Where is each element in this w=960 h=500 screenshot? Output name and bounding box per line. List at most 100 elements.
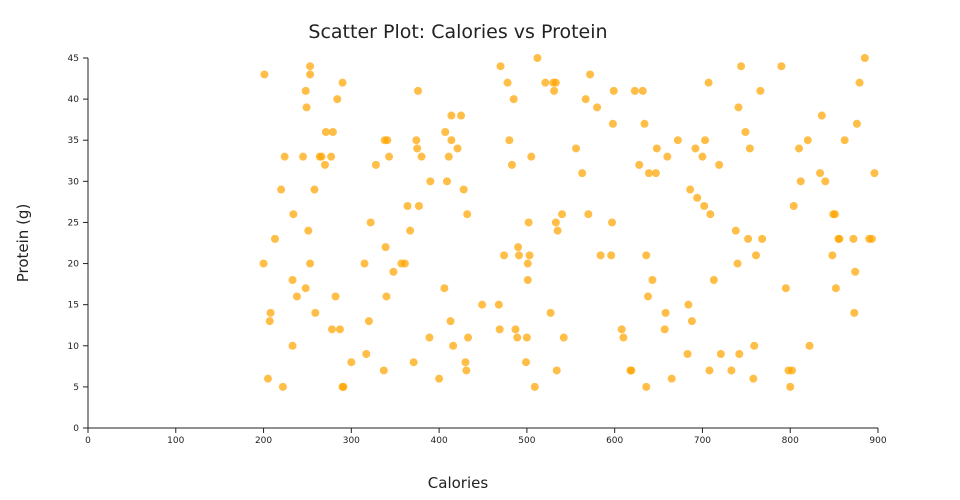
data-point[interactable] [292, 292, 301, 301]
data-point[interactable] [259, 259, 268, 268]
data-point[interactable] [304, 226, 313, 235]
data-point[interactable] [496, 62, 505, 71]
data-point[interactable] [509, 95, 518, 104]
data-point[interactable] [541, 78, 550, 87]
data-point[interactable] [855, 78, 864, 87]
data-point[interactable] [727, 366, 736, 375]
data-point[interactable] [288, 276, 297, 284]
data-point[interactable] [317, 152, 326, 161]
data-point[interactable] [751, 251, 760, 260]
data-point[interactable] [849, 234, 858, 243]
data-point[interactable] [608, 119, 617, 128]
data-point[interactable] [288, 341, 297, 350]
data-point[interactable] [660, 325, 669, 334]
data-point[interactable] [734, 103, 743, 112]
data-point[interactable] [733, 259, 742, 268]
data-point[interactable] [327, 152, 336, 161]
data-point[interactable] [698, 152, 707, 161]
data-point[interactable] [417, 152, 426, 161]
data-point[interactable] [311, 308, 320, 317]
data-point[interactable] [413, 144, 422, 153]
data-point[interactable] [447, 136, 456, 145]
data-point[interactable] [260, 70, 269, 79]
data-point[interactable] [478, 300, 487, 309]
data-point[interactable] [638, 86, 647, 95]
data-point[interactable] [414, 86, 423, 95]
data-point[interactable] [453, 144, 462, 153]
data-point[interactable] [630, 86, 639, 95]
data-point[interactable] [505, 136, 514, 145]
data-point[interactable] [530, 382, 539, 391]
data-point[interactable] [644, 292, 653, 301]
data-point[interactable] [648, 276, 657, 284]
data-point[interactable] [503, 78, 512, 87]
data-point[interactable] [440, 284, 449, 293]
data-point[interactable] [443, 177, 452, 186]
data-point[interactable] [381, 243, 390, 252]
data-point[interactable] [461, 358, 470, 367]
data-point[interactable] [596, 251, 605, 260]
data-point[interactable] [360, 259, 369, 268]
data-point[interactable] [263, 374, 272, 383]
data-point[interactable] [383, 136, 392, 145]
data-point[interactable] [406, 226, 415, 235]
data-point[interactable] [584, 210, 593, 219]
data-point[interactable] [686, 185, 695, 194]
data-point[interactable] [642, 251, 651, 260]
data-point[interactable] [651, 169, 660, 178]
data-point[interactable] [715, 160, 724, 169]
data-point[interactable] [495, 325, 504, 334]
data-point[interactable] [462, 366, 471, 375]
data-point[interactable] [444, 152, 453, 161]
data-point[interactable] [546, 308, 555, 317]
data-point[interactable] [551, 218, 560, 227]
data-point[interactable] [835, 234, 844, 243]
data-point[interactable] [306, 62, 315, 71]
data-point[interactable] [551, 78, 560, 87]
data-point[interactable] [522, 333, 531, 342]
data-point[interactable] [414, 202, 423, 210]
data-point[interactable] [338, 78, 347, 87]
data-point[interactable] [870, 169, 879, 178]
data-point[interactable] [860, 54, 869, 62]
data-point[interactable] [608, 218, 617, 227]
data-point[interactable] [362, 350, 371, 358]
data-point[interactable] [758, 234, 767, 243]
data-point[interactable] [507, 160, 516, 169]
data-point[interactable] [514, 243, 523, 252]
data-point[interactable] [321, 128, 330, 136]
data-point[interactable] [627, 366, 636, 375]
data-point[interactable] [409, 358, 418, 367]
data-point[interactable] [389, 267, 398, 276]
data-point[interactable] [511, 325, 520, 334]
data-point[interactable] [687, 317, 696, 326]
data-point[interactable] [301, 86, 310, 95]
data-point[interactable] [425, 333, 434, 342]
data-point[interactable] [787, 366, 796, 375]
data-point[interactable] [821, 177, 830, 186]
data-point[interactable] [683, 350, 692, 358]
data-point[interactable] [684, 300, 693, 309]
data-point[interactable] [673, 136, 682, 145]
data-point[interactable] [447, 111, 456, 120]
data-point[interactable] [339, 382, 348, 391]
data-point[interactable] [464, 333, 473, 342]
data-point[interactable] [553, 226, 562, 235]
data-point[interactable] [578, 169, 587, 178]
data-point[interactable] [382, 292, 391, 301]
data-point[interactable] [550, 86, 559, 95]
data-point[interactable] [831, 284, 840, 293]
data-point[interactable] [731, 226, 740, 235]
data-point[interactable] [581, 95, 590, 104]
data-point[interactable] [441, 128, 450, 136]
data-point[interactable] [523, 276, 532, 284]
data-point[interactable] [328, 128, 337, 136]
data-point[interactable] [457, 111, 466, 120]
data-point[interactable] [795, 144, 803, 153]
data-point[interactable] [607, 251, 616, 260]
data-point[interactable] [789, 202, 798, 210]
data-point[interactable] [635, 160, 644, 169]
data-point[interactable] [609, 86, 618, 95]
data-point[interactable] [828, 251, 837, 260]
data-point[interactable] [817, 111, 826, 120]
